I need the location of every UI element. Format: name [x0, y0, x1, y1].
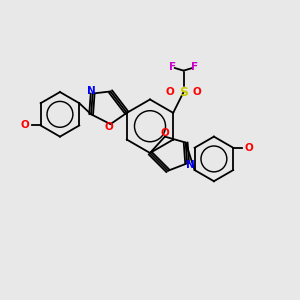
Text: F: F	[169, 62, 176, 72]
Text: S: S	[179, 85, 188, 98]
Text: N: N	[87, 86, 95, 96]
Text: O: O	[105, 122, 113, 132]
Text: N: N	[186, 160, 195, 170]
Text: O: O	[193, 87, 201, 97]
Text: O: O	[244, 143, 253, 153]
Text: O: O	[166, 87, 175, 97]
Text: F: F	[191, 62, 198, 72]
Text: O: O	[160, 128, 169, 138]
Text: O: O	[21, 121, 29, 130]
